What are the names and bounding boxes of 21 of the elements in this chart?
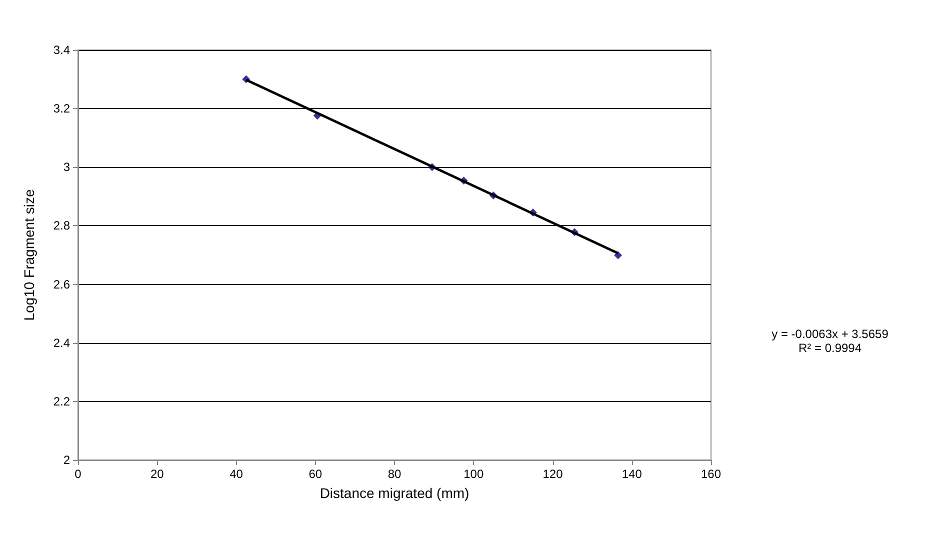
y-tick-label: 2 bbox=[63, 453, 70, 467]
y-tick-label: 3.4 bbox=[53, 43, 70, 57]
y-axis-title: Log10 Fragment size bbox=[21, 189, 37, 321]
x-tick-label: 0 bbox=[74, 467, 82, 481]
y-tick-label: 2.6 bbox=[53, 277, 70, 292]
x-tick-label: 20 bbox=[150, 467, 164, 481]
y-tick-label: 2.2 bbox=[53, 394, 70, 408]
x-tick-label: 160 bbox=[700, 467, 722, 481]
y-tick-label: 3.2 bbox=[53, 102, 70, 116]
y-tick-label: 3 bbox=[63, 160, 70, 174]
x-axis-title: Distance migrated (mm) bbox=[320, 485, 470, 501]
x-tick-label: 140 bbox=[622, 467, 642, 481]
x-tick-label: 80 bbox=[388, 467, 402, 481]
y-tick-label: 2.8 bbox=[53, 218, 70, 233]
x-tick-label: 40 bbox=[230, 467, 244, 481]
x-tick-label: 60 bbox=[308, 467, 322, 481]
x-tick-label: 120 bbox=[542, 467, 564, 481]
text: y = -0.0063x + 3.5659 bbox=[772, 327, 889, 341]
y-tick-label: 2.4 bbox=[53, 336, 70, 350]
text: R² = 0.9994 bbox=[798, 341, 862, 355]
x-tick-label: 100 bbox=[464, 467, 484, 481]
